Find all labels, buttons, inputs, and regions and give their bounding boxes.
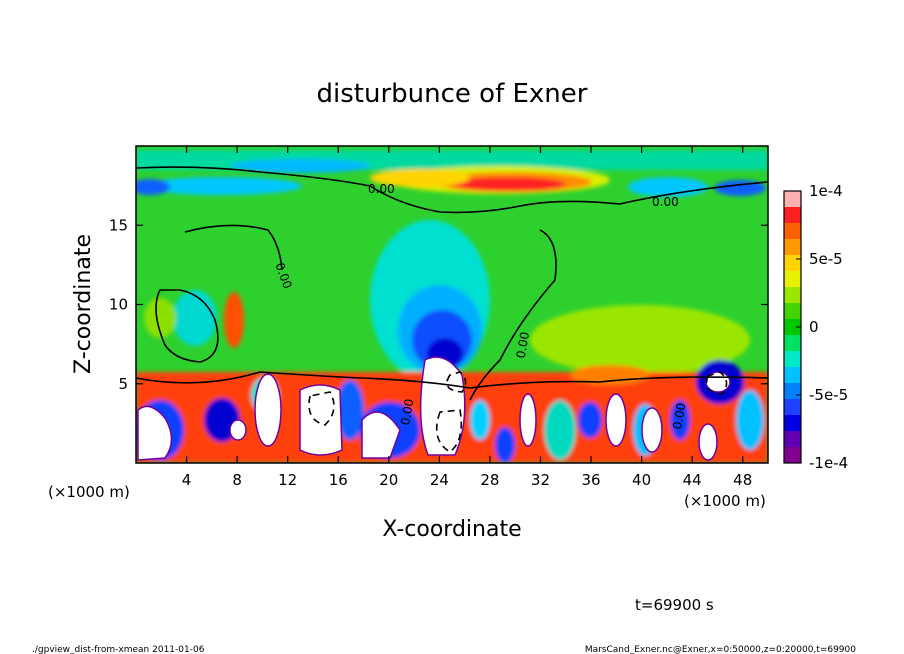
colorbar-swatch bbox=[784, 431, 801, 448]
colorbar-swatch bbox=[784, 351, 801, 368]
y-axis-label: Z-coordinate bbox=[71, 234, 96, 374]
contour-label: 0.00 bbox=[652, 195, 679, 209]
colorbar-swatch bbox=[784, 271, 801, 288]
x-tick-label: 24 bbox=[430, 471, 449, 489]
colorbar-swatch bbox=[784, 207, 801, 224]
colorbar-tick-label: 0 bbox=[809, 318, 819, 336]
colorbar-swatch bbox=[784, 447, 801, 464]
time-label: t=69900 s bbox=[635, 596, 714, 614]
colorbar-swatch bbox=[784, 319, 801, 336]
chart-title: disturbunce of Exner bbox=[317, 79, 588, 109]
colorbar-swatch bbox=[784, 191, 801, 208]
colorbar-swatch bbox=[784, 287, 801, 304]
colorbar-swatch bbox=[784, 223, 801, 240]
contour-label: 0.00 bbox=[670, 402, 688, 431]
contour-label: 0.00 bbox=[368, 182, 395, 196]
y-tick-label: 15 bbox=[109, 216, 128, 234]
colorbar-swatch bbox=[784, 383, 801, 400]
y-axis-unit: (×1000 m) bbox=[48, 483, 130, 501]
x-tick-label: 4 bbox=[182, 471, 192, 489]
x-tick-label: 36 bbox=[581, 471, 600, 489]
colorbar-tick-label: 1e-4 bbox=[809, 182, 843, 200]
colorbar-tick-label: -5e-5 bbox=[809, 386, 848, 404]
colorbar-swatch bbox=[784, 335, 801, 352]
colorbar-swatch bbox=[784, 367, 801, 384]
x-tick-label: 16 bbox=[329, 471, 348, 489]
contour-labels: 0.00 0.00 0.00 0.00 0.00 0.00 bbox=[272, 182, 688, 430]
x-tick-label: 32 bbox=[531, 471, 550, 489]
footer-right: MarsCand_Exner.nc@Exner,x=0:50000,z=0:20… bbox=[585, 645, 856, 654]
contour-label: 0.00 bbox=[514, 331, 532, 360]
colorbar-tick-label: 5e-5 bbox=[809, 250, 843, 268]
x-axis-unit: (×1000 m) bbox=[684, 492, 766, 510]
heatmap-field: 0.00 0.00 0.00 0.00 0.00 0.00 bbox=[136, 146, 768, 463]
footer-left: ./gpview_dist-from-xmean 2011-01-06 bbox=[32, 645, 205, 654]
y-tick-label: 5 bbox=[118, 375, 128, 393]
x-tick-label: 48 bbox=[733, 471, 752, 489]
x-tick-label: 20 bbox=[379, 471, 398, 489]
x-tick-label: 40 bbox=[632, 471, 651, 489]
contour-label: 0.00 bbox=[398, 398, 416, 427]
x-tick-label: 44 bbox=[683, 471, 702, 489]
colorbar-tick-label: -1e-4 bbox=[809, 454, 848, 472]
y-tick-label: 10 bbox=[109, 296, 128, 314]
x-axis-ticks: 4 8 12 16 20 24 28 32 36 40 44 48 bbox=[182, 146, 752, 489]
colorbar-swatch bbox=[784, 239, 801, 256]
x-tick-label: 8 bbox=[232, 471, 242, 489]
colorbar: 1e-4 5e-5 0 -5e-5 -1e-4 bbox=[783, 182, 848, 472]
x-axis-label: X-coordinate bbox=[382, 517, 521, 542]
colorbar-swatch bbox=[784, 415, 801, 432]
x-tick-label: 12 bbox=[278, 471, 297, 489]
colorbar-swatch bbox=[784, 303, 801, 320]
colorbar-swatch bbox=[784, 399, 801, 416]
y-axis-ticks: 5 10 15 bbox=[109, 216, 768, 393]
colorbar-swatch bbox=[784, 255, 801, 272]
x-tick-label: 28 bbox=[480, 471, 499, 489]
